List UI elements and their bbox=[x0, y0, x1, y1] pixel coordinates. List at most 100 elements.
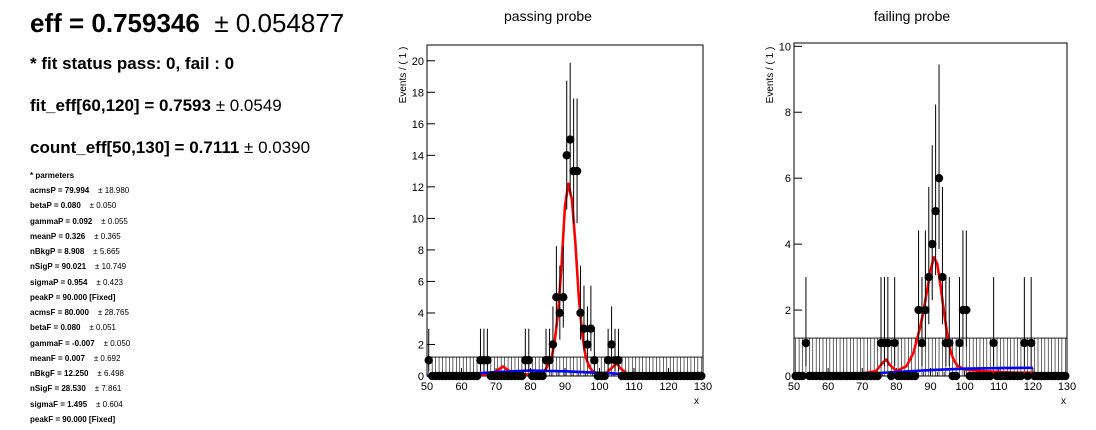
data-point bbox=[586, 324, 596, 333]
count-eff-error: ± 0.0390 bbox=[244, 138, 311, 157]
data-point bbox=[986, 371, 995, 381]
data-point bbox=[910, 371, 920, 381]
data-point bbox=[603, 356, 613, 365]
x-tick-label: 70 bbox=[490, 381, 502, 393]
y-axis-label: Events / ( 1 ) bbox=[398, 47, 409, 104]
plot-frame bbox=[793, 42, 1068, 377]
y-tick-label: 18 bbox=[412, 87, 424, 99]
data-point bbox=[890, 338, 899, 348]
count-eff-result: count_eff[50,130] = 0.7111 ± 0.0390 bbox=[30, 138, 310, 158]
y-tick-label: 2 bbox=[418, 339, 424, 351]
data-point bbox=[917, 338, 927, 348]
x-tick-label: 50 bbox=[421, 381, 433, 393]
data-point bbox=[600, 371, 609, 381]
data-point bbox=[945, 338, 954, 348]
parameter-row: betaP = 0.080 ± 0.050 bbox=[30, 201, 117, 211]
data-point bbox=[538, 371, 547, 381]
x-tick-label: 80 bbox=[524, 381, 536, 393]
x-tick-label: 80 bbox=[890, 381, 902, 393]
y-tick-label: 20 bbox=[412, 56, 424, 68]
data-point bbox=[565, 135, 575, 144]
y-tick-label: 4 bbox=[418, 308, 424, 320]
parameter-row: acmsF = 80.000 ± 28.765 bbox=[30, 308, 129, 317]
data-point bbox=[1026, 338, 1036, 348]
fit-curve bbox=[461, 182, 704, 377]
data-point bbox=[1016, 371, 1026, 381]
parameter-row: nBkgF = 12.250 ± 6.498 bbox=[30, 369, 125, 378]
x-tick-label: 120 bbox=[659, 381, 677, 393]
x-tick-label: 60 bbox=[822, 381, 834, 393]
data-point bbox=[548, 340, 558, 349]
data-point bbox=[989, 338, 998, 348]
y-tick-label: 6 bbox=[418, 276, 424, 288]
data-point bbox=[955, 338, 964, 348]
data-point bbox=[590, 356, 599, 365]
efficiency-result: eff = 0.759346 ± 0.054877 bbox=[30, 8, 344, 39]
x-tick-label: 100 bbox=[590, 381, 608, 393]
x-axis-label: x bbox=[694, 396, 699, 407]
y-axis-label: Events / ( 1 ) bbox=[765, 47, 776, 104]
parameter-row: meanF = 0.007 ± 0.692 bbox=[30, 353, 121, 363]
fit-eff-value: fit_eff[60,120] = 0.7593 bbox=[30, 96, 211, 115]
data-point bbox=[552, 292, 561, 302]
chart-title: failing probe bbox=[874, 8, 950, 24]
data-point bbox=[545, 356, 554, 365]
x-tick-label: 100 bbox=[955, 381, 973, 393]
x-tick-label: 130 bbox=[694, 381, 712, 393]
x-tick-label: 90 bbox=[559, 381, 571, 393]
data-point bbox=[483, 356, 492, 365]
x-tick-label: 130 bbox=[1058, 381, 1076, 393]
data-point bbox=[1020, 338, 1029, 348]
data-point bbox=[697, 371, 706, 381]
data-point bbox=[583, 340, 592, 349]
data-point bbox=[555, 308, 565, 318]
parameter-row: acmsP = 79.994 ± 18.980 bbox=[30, 186, 130, 195]
parameter-row: meanP = 0.326 ± 0.365 bbox=[30, 231, 121, 241]
parameter-row: peakF = 90.000 [Fixed] bbox=[30, 414, 116, 424]
data-point bbox=[914, 305, 923, 315]
data-point bbox=[873, 371, 882, 381]
y-tick-label: 10 bbox=[779, 41, 791, 53]
x-axis-label: x bbox=[1061, 396, 1066, 407]
eff-error: ± 0.054877 bbox=[214, 8, 345, 38]
data-point bbox=[934, 173, 944, 183]
data-point bbox=[883, 338, 893, 348]
y-tick-label: 14 bbox=[412, 150, 424, 162]
x-tick-label: 70 bbox=[856, 381, 868, 393]
data-point bbox=[1061, 371, 1070, 381]
data-point bbox=[517, 371, 527, 381]
data-point bbox=[472, 371, 482, 381]
data-point bbox=[931, 206, 940, 216]
data-point bbox=[579, 324, 589, 333]
y-tick-label: 4 bbox=[785, 239, 791, 251]
data-point bbox=[559, 292, 568, 302]
plot-area: 50 60 70 80 90 100 110 120 130 0 2 4 6 8 10 12 14 16 18 20 bbox=[412, 44, 712, 393]
y-tick-label: 2 bbox=[785, 305, 791, 317]
data-point bbox=[938, 272, 947, 282]
parameter-row: sigmaF = 1.495 ± 0.604 bbox=[30, 399, 123, 409]
fit-eff-result: fit_eff[60,120] = 0.7593 ± 0.0549 bbox=[30, 96, 282, 116]
count-eff-value: count_eff[50,130] = 0.7111 bbox=[30, 138, 240, 157]
y-tick-label: 10 bbox=[412, 213, 424, 225]
parameter-row: peakP = 90.000 [Fixed] bbox=[30, 292, 116, 302]
passing-probe-chart: passing probe Events / ( 1 ) x 50 60 70 80 9… bbox=[398, 8, 712, 407]
data-point bbox=[921, 305, 930, 315]
x-tick-label: 90 bbox=[924, 381, 936, 393]
data-point bbox=[576, 308, 585, 318]
data-point bbox=[887, 371, 896, 381]
y-tick-label: 8 bbox=[418, 245, 424, 257]
x-tick-label: 110 bbox=[625, 381, 643, 393]
y-tick-label: 12 bbox=[412, 182, 424, 194]
parameter-row: gammaF = -0.007 ± 0.050 bbox=[30, 338, 131, 348]
data-point bbox=[572, 166, 582, 176]
eff-value: eff = 0.759346 bbox=[30, 8, 200, 38]
y-tick-label: 8 bbox=[785, 107, 791, 119]
data-point bbox=[928, 239, 937, 249]
parameters-title: * parmeters bbox=[30, 171, 75, 180]
results-panel: eff = 0.759346 ± 0.054877 * fit status p… bbox=[0, 0, 380, 424]
data-point bbox=[798, 371, 807, 381]
parameter-row: nSigP = 90.021 ± 10.749 bbox=[30, 262, 127, 272]
data-point bbox=[607, 340, 616, 349]
fit-status: * fit status pass: 0, fail : 0 bbox=[30, 54, 235, 73]
parameter-row: betaF = 0.080 ± 0.051 bbox=[30, 323, 117, 333]
